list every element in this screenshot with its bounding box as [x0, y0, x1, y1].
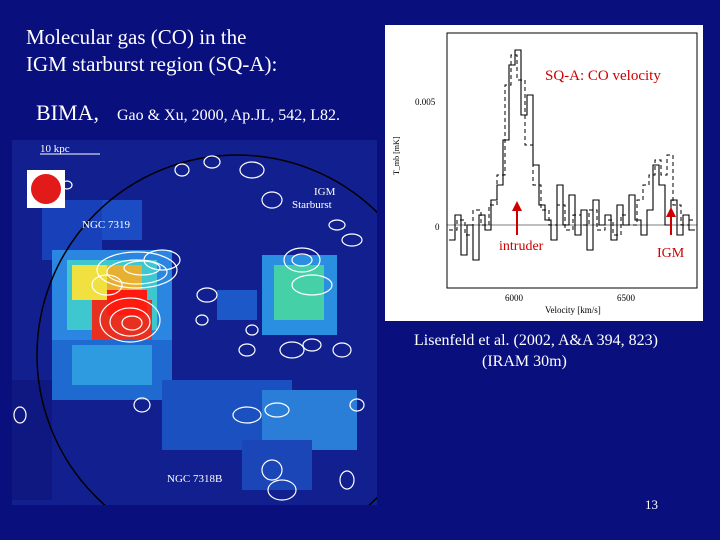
field-circle: [36, 154, 377, 505]
reference-line-1: Lisenfeld et al. (2002, A&A 394, 823): [414, 332, 658, 349]
x-tick-6000: 6000: [505, 293, 524, 303]
x-axis-label: Velocity [km/s]: [545, 305, 601, 315]
title-line-2: IGM starburst region (SQ-A):: [26, 52, 278, 76]
co-spectrum-plot: 0.005 0 T_mb [mK] 6000 6500 Velocity [km…: [385, 25, 703, 321]
reference-block: Lisenfeld et al. (2002, A&A 394, 823) (I…: [414, 330, 658, 372]
spectrum-svg: 0.005 0 T_mb [mK] 6000 6500 Velocity [km…: [385, 25, 703, 321]
contours: [13, 155, 365, 501]
slide-title: Molecular gas (CO) in the IGM starburst …: [26, 24, 277, 78]
reference-line-2: (IRAM 30m): [482, 353, 567, 370]
starburst-label: Starburst: [292, 199, 332, 211]
igm-arrowhead: [666, 207, 676, 217]
co-map-image: 10 kpc NGC 7319 IGM Starburst NGC 7318B: [12, 140, 377, 505]
intruder-label: intruder: [499, 239, 544, 254]
spectrum-title: SQ-A: CO velocity: [545, 68, 661, 84]
igm-annotation-label: IGM: [657, 246, 685, 261]
title-line-1: Molecular gas (CO) in the: [26, 25, 247, 49]
map-pixels: [12, 140, 377, 505]
beam-circle: [31, 174, 61, 204]
x-tick-6500: 6500: [617, 293, 636, 303]
y-tick-0: 0: [435, 222, 440, 232]
instrument-label: BIMA,: [36, 100, 99, 125]
intruder-arrowhead: [512, 201, 522, 211]
y-axis-label: T_mb [mK]: [392, 136, 401, 175]
spectrum-solid-line: [449, 49, 695, 261]
plot-frame: [446, 32, 698, 289]
page-number: 13: [645, 497, 658, 512]
citation-text: Gao & Xu, 2000, Ap.JL, 542, L82.: [116, 107, 341, 124]
co-map-svg: 10 kpc NGC 7319 IGM Starburst NGC 7318B: [12, 140, 377, 505]
y-tick-0005: 0.005: [415, 97, 436, 107]
spectrum-dashed-line: [449, 54, 695, 236]
ngc7319-label: NGC 7319: [82, 219, 130, 231]
citation-row: BIMA, Gao & Xu, 2000, Ap.JL, 542, L82.: [36, 100, 340, 126]
igm-label: IGM: [314, 186, 336, 198]
scale-label: 10 kpc: [40, 143, 70, 155]
ngc7318b-label: NGC 7318B: [167, 473, 222, 485]
